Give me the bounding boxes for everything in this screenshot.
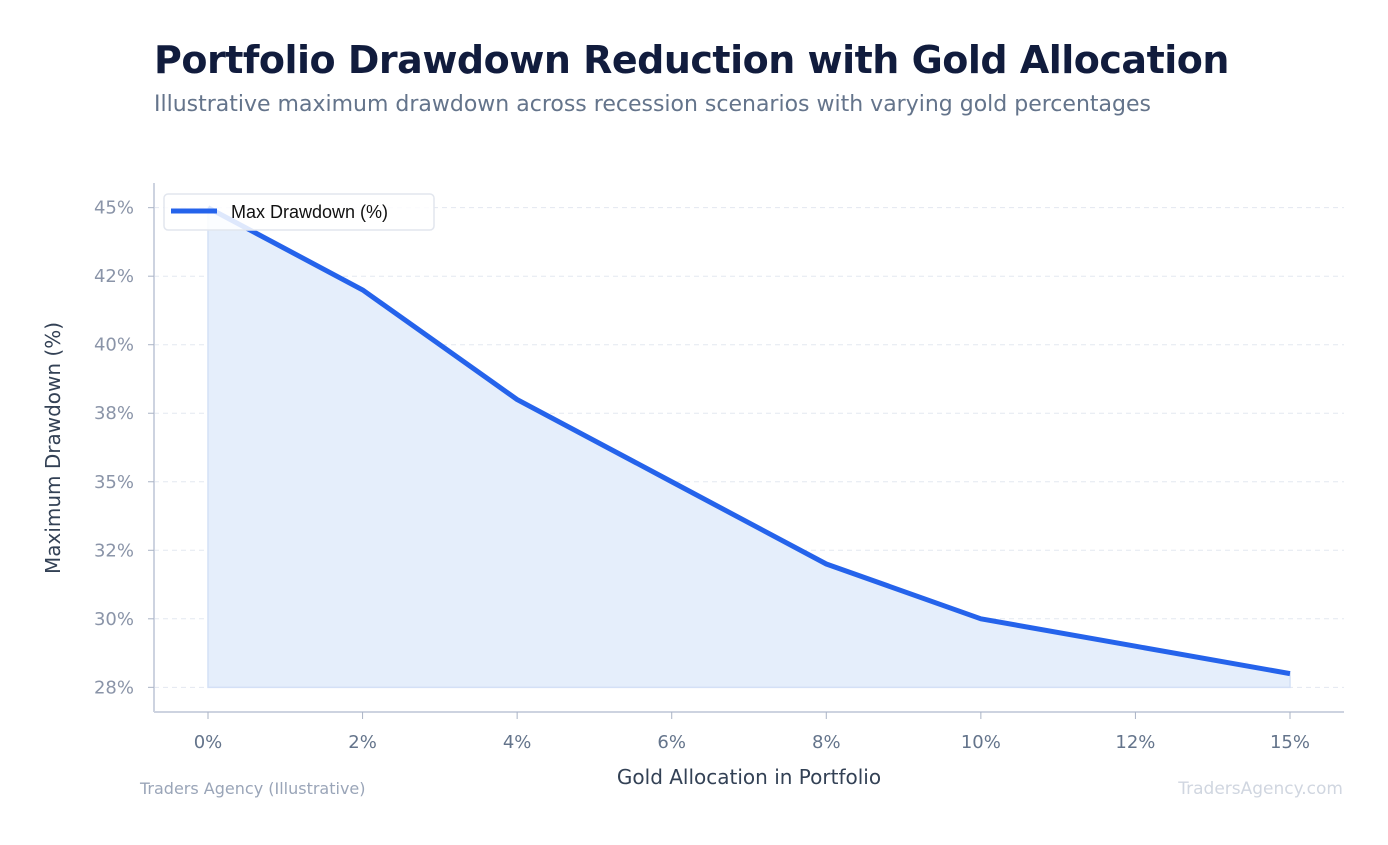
x-tick-label: 6% [657, 732, 686, 753]
legend-label: Max Drawdown (%) [231, 202, 388, 222]
x-tick-label: 8% [812, 732, 841, 753]
watermark: TradersAgency.com [1178, 779, 1343, 799]
y-tick-label: 42% [94, 266, 134, 287]
x-tick-label: 4% [503, 732, 532, 753]
area-fill [207, 206, 1291, 689]
x-ticks: 0% 2% 4% 6% 8% 10% 12% 15% [194, 712, 1310, 753]
y-tick-label: 45% [94, 198, 134, 219]
y-tick-label: 38% [94, 403, 134, 424]
chart-subtitle: Illustrative maximum drawdown across rec… [154, 92, 1151, 117]
y-tick-label: 32% [94, 540, 134, 561]
y-ticks: 45% 42% 40% 38% 35% 32% 30% 28% [94, 198, 154, 698]
x-tick-label: 12% [1115, 732, 1155, 753]
x-axis-label: Gold Allocation in Portfolio [617, 765, 881, 789]
legend-box [163, 193, 435, 231]
y-tick-label: 28% [94, 677, 134, 698]
x-tick-label: 2% [348, 732, 377, 753]
source-note: Traders Agency (Illustrative) [140, 779, 366, 798]
y-tick-label: 35% [94, 472, 134, 493]
y-tick-label: 30% [94, 609, 134, 630]
x-tick-label: 15% [1270, 732, 1310, 753]
series-line [206, 205, 1291, 677]
chart-title: Portfolio Drawdown Reduction with Gold A… [154, 38, 1229, 82]
x-tick-label: 0% [194, 732, 223, 753]
legend: Max Drawdown (%) [163, 193, 435, 231]
y-tick-label: 40% [94, 335, 134, 356]
y-axis-label: Maximum Drawdown (%) [41, 322, 65, 574]
area-layer [206, 205, 1291, 689]
x-tick-label: 10% [961, 732, 1001, 753]
